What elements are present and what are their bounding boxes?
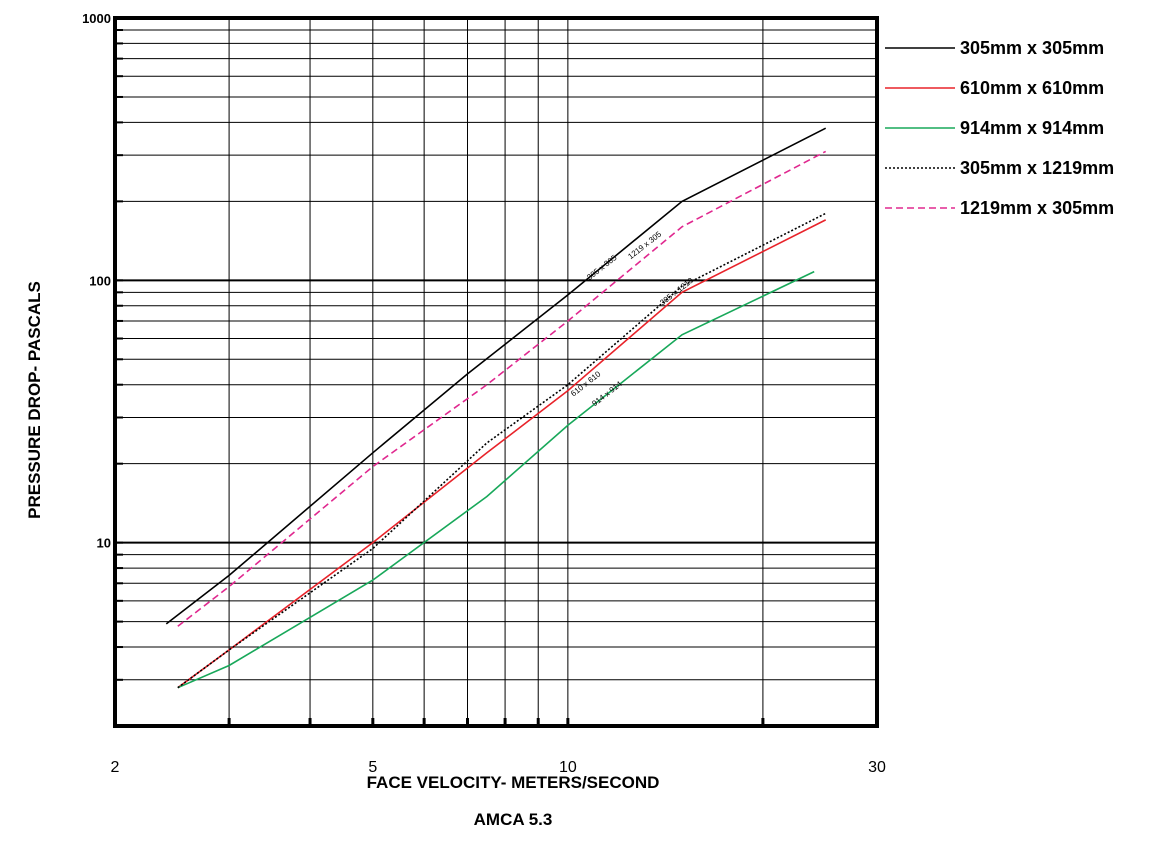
legend-label-1: 305mm x 305mm [960, 38, 1104, 58]
series-line-4 [177, 212, 827, 689]
y-tick-label: 100 [89, 273, 111, 288]
series-line-1 [165, 127, 827, 625]
series-annotation-5: 1219 x 305 [626, 229, 663, 261]
x-tick-label: 5 [368, 759, 377, 776]
plot-frame [113, 16, 879, 728]
series-annotation-3: 914 x 914 [590, 379, 624, 408]
series-line-2 [177, 219, 827, 689]
grid-layer [115, 18, 877, 726]
y-tick-label: 10 [97, 536, 111, 551]
legend-label-4: 305mm x 1219mm [960, 158, 1114, 178]
x-axis-title: FACE VELOCITY- METERS/SECOND [367, 773, 660, 792]
x-tick-label: 2 [111, 759, 120, 776]
x-axis-subtitle: AMCA 5.3 [474, 810, 553, 829]
x-tick-label: 10 [559, 759, 577, 776]
series-line-3 [177, 270, 815, 689]
series-layer [165, 127, 827, 689]
legend-label-3: 914mm x 914mm [960, 118, 1104, 138]
y-tick-label: 1000 [82, 11, 111, 26]
x-tick-label: 30 [868, 759, 886, 776]
legend-label-5: 1219mm x 305mm [960, 198, 1114, 218]
legend-label-2: 610mm x 610mm [960, 78, 1104, 98]
series-annotation-2: 610 x 610 [569, 369, 603, 398]
tick-layer: 2 5 10 30 10 100 1000 [82, 11, 886, 776]
y-axis-title: PRESSURE DROP- PASCALS [25, 281, 44, 519]
series-annotation-1: 305 x 305 [585, 253, 619, 282]
legend: 305mm x 305mm 610mm x 610mm 914mm x 914mm 3… [885, 38, 1114, 218]
series-line-5 [177, 150, 827, 627]
